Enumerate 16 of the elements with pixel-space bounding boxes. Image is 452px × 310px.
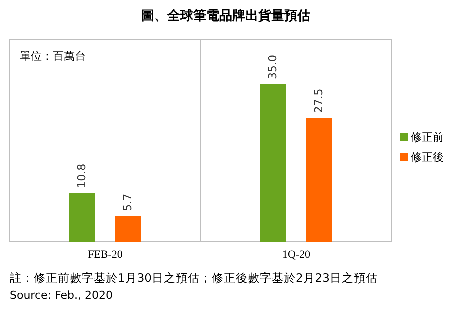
legend-label: 修正後 [411, 151, 444, 164]
chart-title: 圖、全球筆電品牌出貨量預估 [142, 8, 310, 24]
data-label: 5.7 [122, 194, 135, 212]
data-label: 27.5 [312, 88, 326, 114]
data-label: 10.8 [76, 164, 89, 188]
bar [116, 216, 142, 242]
bar [260, 84, 286, 242]
bar [306, 118, 332, 242]
x-tick-label: 1Q-20 [282, 249, 312, 261]
x-tick-label: FEB-20 [88, 249, 124, 261]
text: 單位：百萬台 [20, 50, 86, 63]
source-note: Source: Feb., 2020 [10, 289, 113, 302]
text: 註：修正前數字基於1月30日之預估；修正後數字基於2月23日之預估 [10, 271, 378, 285]
legend-label: 修正前 [411, 131, 444, 144]
data-label: 35.0 [266, 54, 280, 80]
bar [70, 193, 96, 242]
